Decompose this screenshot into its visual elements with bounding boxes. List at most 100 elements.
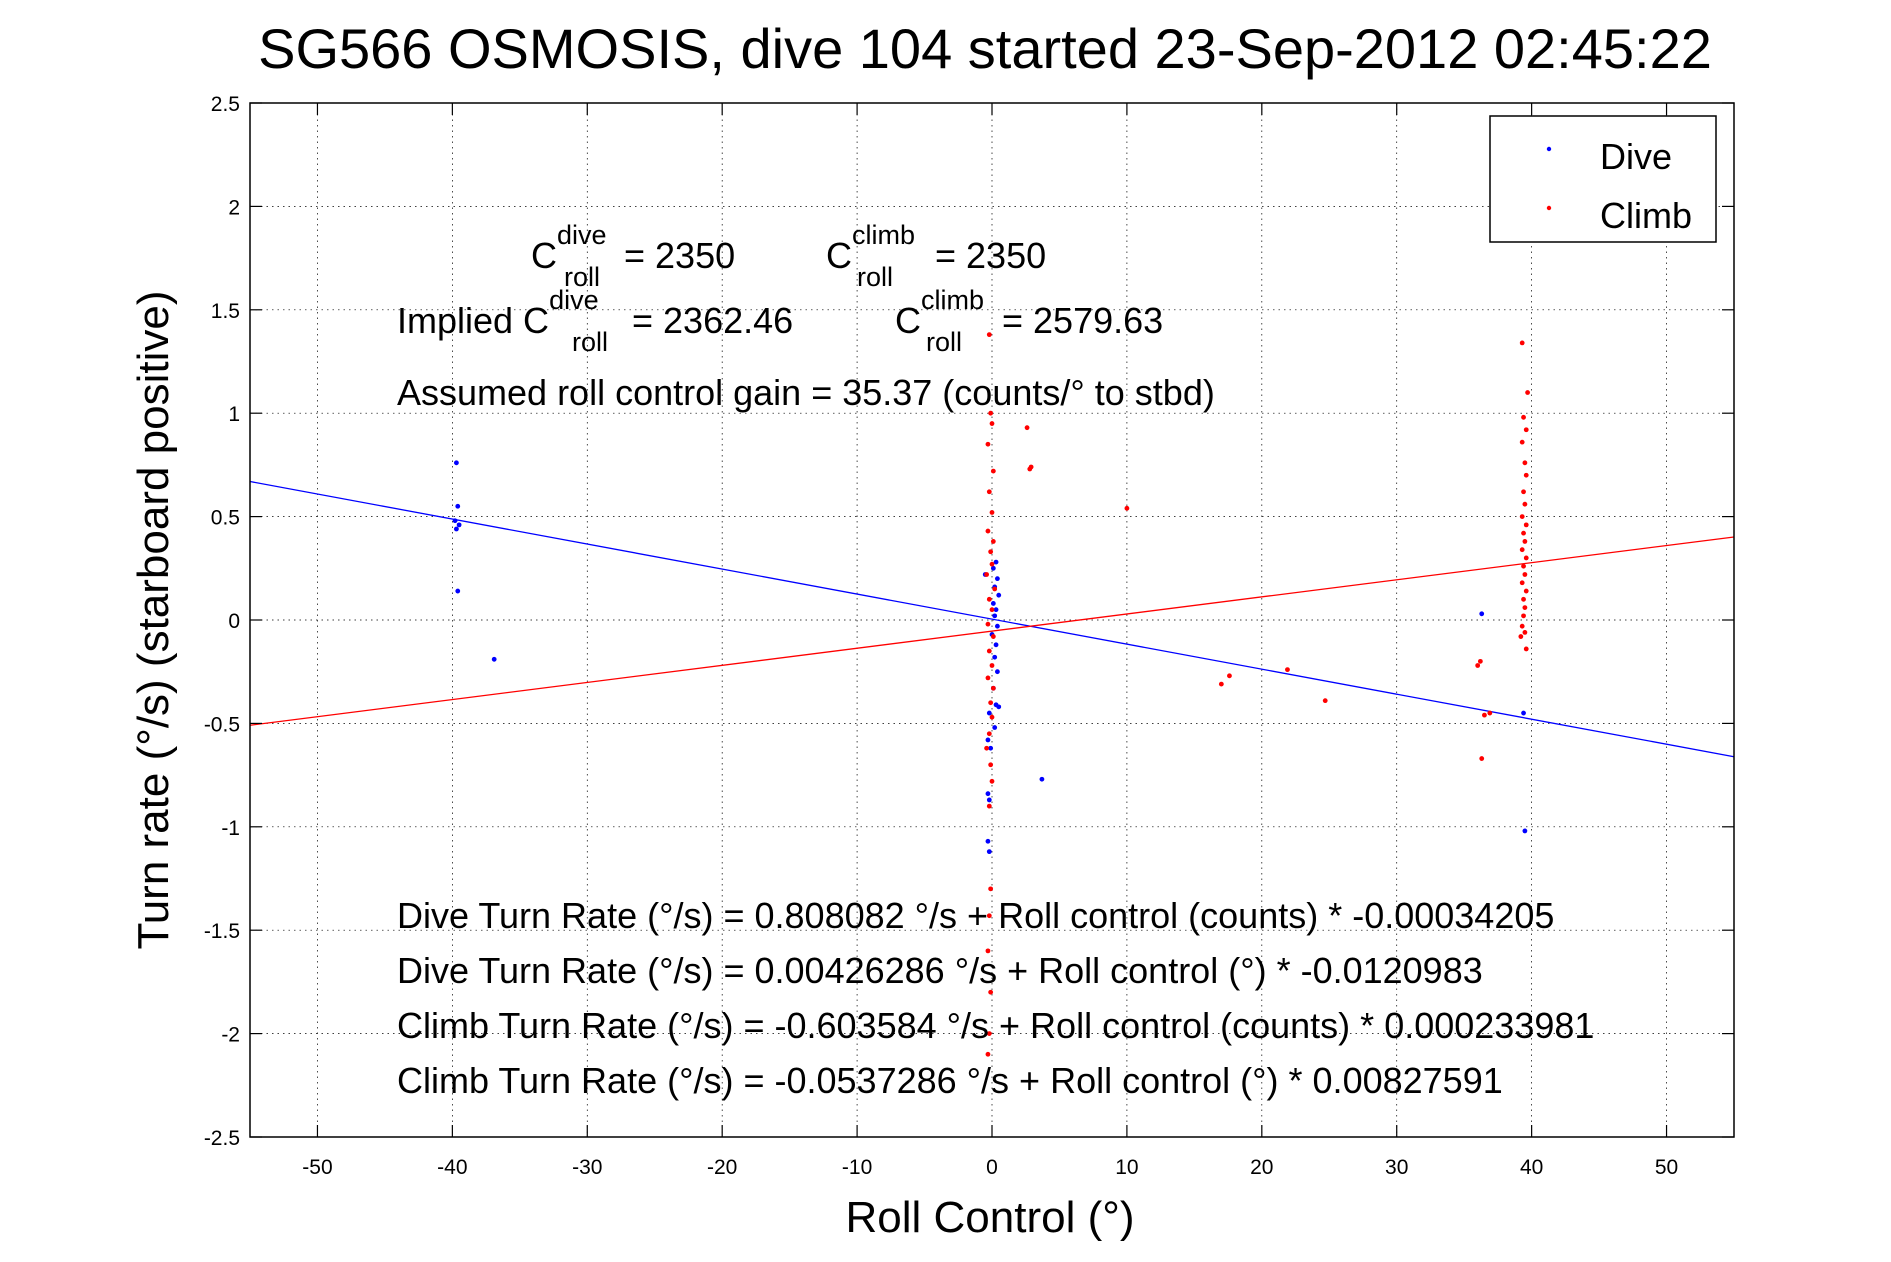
climb-point	[1521, 613, 1526, 619]
climb-point	[990, 539, 996, 544]
climb-point	[984, 745, 990, 751]
c-climb-subscript: roll	[857, 262, 893, 292]
climb-point	[985, 675, 991, 681]
y-tick-label: 1	[228, 403, 240, 426]
y-tick-label: -0.5	[204, 713, 240, 736]
climb-point	[1521, 489, 1526, 495]
dive-point	[986, 797, 992, 803]
climb-point	[1521, 563, 1526, 569]
climb-point	[985, 948, 991, 954]
dive-point	[986, 710, 992, 716]
y-tick-label: -2.5	[204, 1127, 240, 1150]
dive-eq-counts: Dive Turn Rate (°/s) = 0.808082 °/s + Ro…	[397, 895, 1554, 936]
implied-dive-subscript: roll	[572, 327, 608, 357]
climb-point	[985, 1051, 991, 1057]
y-tick-label: 0.5	[211, 507, 240, 530]
climb-point	[1124, 505, 1130, 511]
y-tick-label: 2.5	[211, 93, 240, 116]
x-tick-label: 30	[1385, 1156, 1408, 1179]
y-tick-label: 0	[228, 610, 240, 633]
dive-point	[1522, 828, 1528, 834]
y-tick-label: 1.5	[211, 300, 240, 323]
climb-point	[986, 332, 992, 338]
climb-point	[1227, 673, 1232, 679]
climb-point	[1518, 634, 1524, 639]
climb-point	[985, 621, 991, 627]
climb-point	[1523, 472, 1529, 478]
climb-point	[1521, 530, 1526, 536]
dive-fit-line	[249, 480, 1735, 758]
climb-point	[1522, 501, 1528, 507]
legend-box	[1489, 115, 1717, 243]
climb-point	[989, 510, 995, 515]
x-tick-label: 10	[1115, 1156, 1138, 1179]
y-tick-label: 2	[228, 196, 240, 219]
dive-point	[452, 518, 458, 524]
climb-point	[1519, 580, 1525, 586]
climb-point	[1218, 681, 1224, 687]
x-tick-label: -10	[842, 1156, 872, 1179]
climb-point	[985, 441, 991, 447]
c-climb-prefix: C	[826, 235, 852, 276]
climb-point	[992, 586, 998, 592]
dive-point	[992, 613, 998, 619]
climb-point	[988, 989, 994, 995]
climb-point	[988, 762, 994, 768]
fit-equations: Dive Turn Rate (°/s) = 0.808082 °/s + Ro…	[397, 895, 1594, 1101]
dive-point	[992, 725, 998, 730]
dive-point	[996, 592, 1002, 598]
x-tick-label: -30	[572, 1156, 602, 1179]
implied-dive-value: = 2362.46	[632, 300, 793, 341]
dive-point	[1479, 611, 1485, 617]
climb-point	[1522, 572, 1528, 577]
legend-dive-marker	[1546, 146, 1552, 152]
dive-point	[985, 737, 991, 743]
c-climb-value: = 2350	[935, 235, 1046, 276]
implied-climb-prefix: C	[895, 300, 921, 341]
dive-point	[454, 460, 459, 466]
dive-point	[454, 526, 459, 532]
climb-point	[1522, 460, 1528, 466]
climb-point	[989, 663, 995, 668]
climb-point	[988, 410, 994, 416]
climb-point	[1523, 555, 1529, 561]
x-tick-label: 0	[986, 1156, 998, 1179]
climb-point	[1285, 667, 1290, 673]
climb-point	[1519, 547, 1525, 553]
axis-ticks: -50 -40 -30 -20 -10 0 10 20 30 40 50-2.5-2-1.5-1-0…	[204, 93, 1734, 1179]
climb-point	[989, 421, 995, 426]
dive-point	[985, 791, 991, 797]
climb-point	[1024, 425, 1030, 431]
y-axis-label: Turn rate (°/s) (starboard positive)	[129, 290, 178, 949]
dive-point	[990, 601, 996, 606]
x-tick-label: 50	[1655, 1156, 1678, 1179]
climb-point	[1519, 623, 1525, 629]
climb-point	[1522, 630, 1528, 635]
c-dive-text: Cdive	[531, 220, 607, 276]
c-dive-superscript: dive	[557, 220, 607, 250]
x-tick-label: 40	[1520, 1156, 1543, 1179]
climb-point	[988, 549, 994, 555]
dive-point	[994, 576, 1000, 582]
climb-point	[1519, 439, 1525, 445]
climb-point	[1487, 710, 1493, 716]
chart-title: SG566 OSMOSIS, dive 104 started 23-Sep-2…	[258, 17, 1712, 80]
x-tick-label: 20	[1250, 1156, 1273, 1179]
climb-point	[986, 648, 992, 654]
dive-point	[990, 565, 996, 571]
climb-point	[1479, 756, 1485, 761]
climb-point	[1523, 588, 1529, 594]
climb-point	[984, 572, 990, 577]
climb-point	[1475, 663, 1481, 668]
legend: Dive Climb	[1489, 115, 1717, 243]
implied-dive-superscript: dive	[549, 285, 599, 315]
climb-point	[1523, 522, 1529, 528]
implied-label: Implied C	[397, 300, 549, 341]
c-dive-prefix: C	[531, 235, 557, 276]
implied-climb-superscript: climb	[921, 285, 984, 315]
dive-point	[455, 503, 461, 509]
x-tick-label: -50	[302, 1156, 332, 1179]
climb-point	[1522, 605, 1528, 610]
dive-point	[1521, 710, 1526, 716]
y-tick-label: -2	[221, 1024, 240, 1047]
